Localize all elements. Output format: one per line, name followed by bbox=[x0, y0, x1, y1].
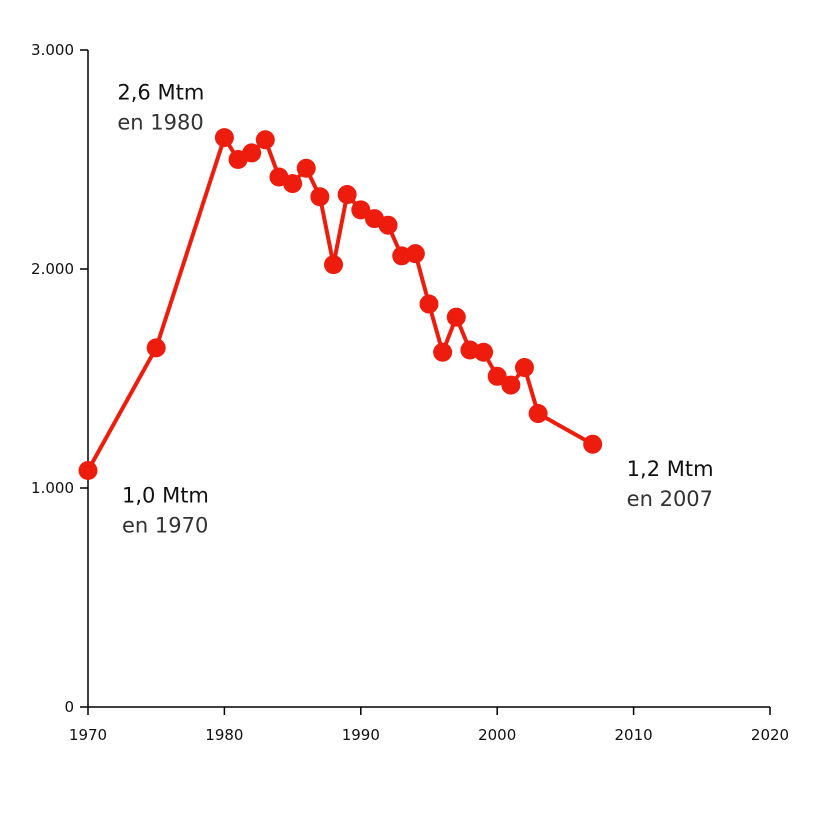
annotation-value: 2,6 Mtm bbox=[117, 81, 204, 105]
data-point bbox=[405, 244, 425, 264]
data-point bbox=[487, 366, 507, 386]
x-tick-label: 2010 bbox=[615, 726, 653, 744]
series-layer bbox=[78, 128, 603, 480]
data-point bbox=[324, 255, 344, 275]
y-tick-label: 2.000 bbox=[31, 260, 74, 278]
data-point bbox=[78, 460, 98, 480]
data-point bbox=[378, 215, 398, 235]
data-point bbox=[146, 338, 166, 358]
data-point bbox=[528, 404, 548, 424]
data-point bbox=[283, 174, 303, 194]
y-tick-label: 3.000 bbox=[31, 41, 74, 59]
annotation-value: 1,0 Mtm bbox=[122, 483, 209, 507]
data-point bbox=[242, 143, 262, 163]
axes: 0 1.000 2.000 3.000 1970 1980 1990 2000 2010 2020 bbox=[31, 41, 789, 744]
x-tick-label: 2020 bbox=[751, 726, 789, 744]
series-line bbox=[86, 135, 595, 473]
annotation-layer: 2,6 Mtm en 1980 1,0 Mtm en 1970 1,2 Mtm en 20… bbox=[117, 81, 713, 538]
y-tick-label: 0 bbox=[64, 698, 74, 716]
x-tick-label: 1970 bbox=[69, 726, 107, 744]
data-point bbox=[501, 375, 521, 395]
data-point bbox=[583, 434, 603, 454]
annotation-value: 1,2 Mtm bbox=[627, 457, 714, 481]
data-point bbox=[310, 187, 330, 207]
x-tick-label: 1980 bbox=[205, 726, 243, 744]
data-point bbox=[337, 185, 357, 205]
data-point bbox=[214, 128, 234, 148]
y-tick-label: 1.000 bbox=[31, 479, 74, 497]
data-point bbox=[296, 158, 316, 178]
annotation-year: en 1980 bbox=[117, 111, 203, 135]
annotation-year: en 1970 bbox=[122, 513, 208, 537]
x-tick-label: 2000 bbox=[478, 726, 516, 744]
data-point bbox=[474, 342, 494, 362]
data-point bbox=[255, 130, 275, 150]
data-point bbox=[514, 358, 534, 378]
data-point bbox=[433, 342, 453, 362]
data-point bbox=[419, 294, 439, 314]
data-point bbox=[351, 200, 371, 220]
data-point bbox=[446, 307, 466, 327]
annotation-year: en 2007 bbox=[627, 487, 713, 511]
x-tick-label: 1990 bbox=[342, 726, 380, 744]
